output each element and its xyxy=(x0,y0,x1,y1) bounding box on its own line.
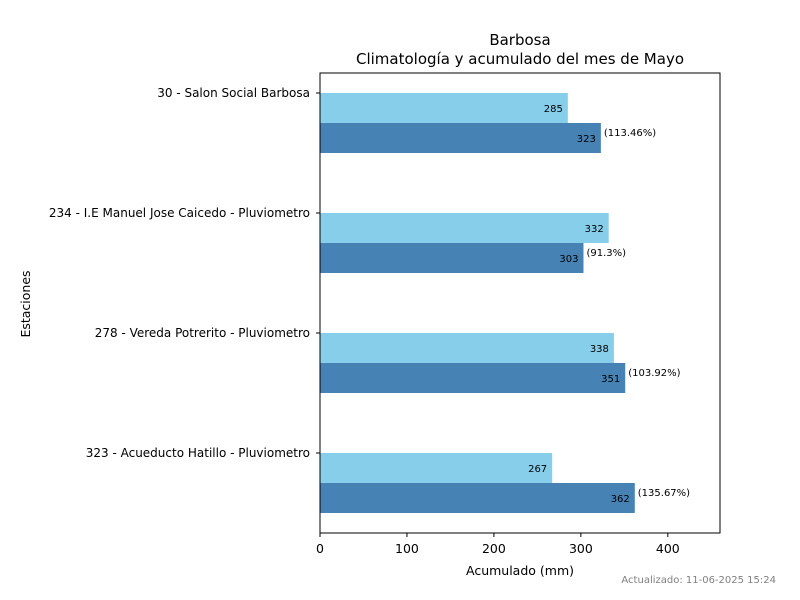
bar-value-label: 332 xyxy=(585,224,604,235)
bar-acumulado xyxy=(320,483,635,513)
bar-value-label: 285 xyxy=(544,104,563,115)
updated-timestamp: Actualizado: 11-06-2025 15:24 xyxy=(621,575,776,586)
bar-climatologia xyxy=(320,213,609,243)
bar-acumulado xyxy=(320,243,584,273)
bar-climatologia xyxy=(320,453,553,483)
plot-frame xyxy=(319,72,721,534)
y-tick-label: 234 - I.E Manuel Jose Caicedo - Pluviome… xyxy=(49,206,310,220)
bar-value-label: 362 xyxy=(611,494,630,505)
y-tick-label: 30 - Salon Social Barbosa xyxy=(157,86,310,100)
x-tick-label: 200 xyxy=(482,541,506,556)
x-tick-label: 400 xyxy=(656,541,680,556)
x-tick-label: 300 xyxy=(569,541,593,556)
x-tick-label: 100 xyxy=(395,541,419,556)
bar-value-label: 338 xyxy=(590,344,609,355)
bar-climatologia xyxy=(320,93,568,123)
bar-acumulado xyxy=(320,363,626,393)
chart-title: Barbosa xyxy=(489,31,550,49)
plot-area: 285 323 (113.46%) 30 - Salon Social Barbosa… xyxy=(49,72,721,556)
bar-percent-label: (103.92%) xyxy=(628,368,680,379)
bar-percent-label: (113.46%) xyxy=(604,128,656,139)
bar-value-label: 303 xyxy=(559,254,578,265)
bar-climatologia xyxy=(320,333,614,363)
y-tick-label: 278 - Vereda Potrerito - Pluviometro xyxy=(95,326,310,340)
x-tick-label: 0 xyxy=(316,541,324,556)
y-tick-label: 323 - Acueducto Hatillo - Pluviometro xyxy=(86,446,310,460)
bar-value-label: 351 xyxy=(601,374,620,385)
x-axis-label: Acumulado (mm) xyxy=(466,563,574,578)
bar-value-label: 267 xyxy=(528,464,547,475)
y-axis-label: Estaciones xyxy=(18,270,33,337)
bar-acumulado xyxy=(320,123,601,153)
bar-value-label: 323 xyxy=(577,134,596,145)
bar-percent-label: (135.67%) xyxy=(638,488,690,499)
chart-subtitle: Climatología y acumulado del mes de Mayo xyxy=(356,50,684,68)
bar-percent-label: (91.3%) xyxy=(586,248,626,259)
